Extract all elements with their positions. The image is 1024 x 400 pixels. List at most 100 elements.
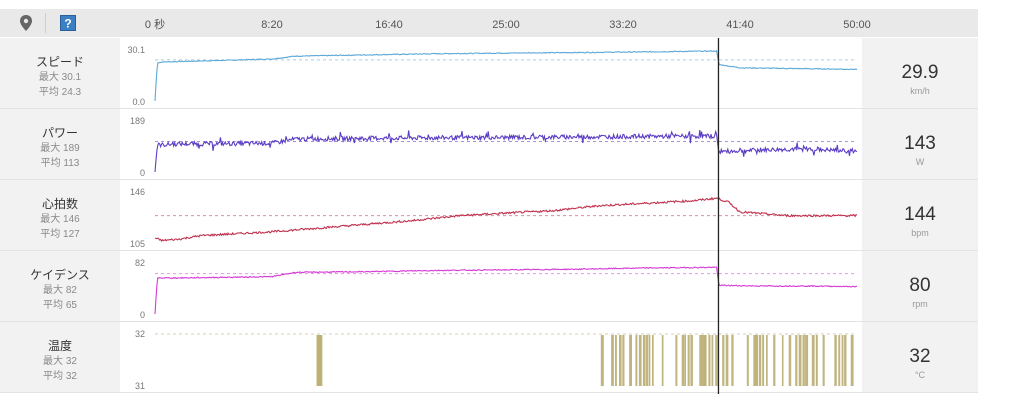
metric-name: スピード [35, 55, 84, 69]
temperature-spike-bar [725, 335, 729, 386]
panel-cadence: ケイデンス 最大 82 平均 65 80 rpm [0, 251, 978, 322]
temperature-spike-bar [318, 335, 321, 386]
temperature-spike-bar [811, 335, 815, 386]
help-icon: ? [60, 15, 76, 31]
series-line [154, 266, 858, 315]
time-tick-label: 0 秒 [145, 17, 165, 31]
temperature-spike-bar [834, 335, 837, 386]
time-tick-label: 25:00 [492, 19, 520, 31]
temperature-spike-bar [622, 335, 625, 386]
temperature-spike-bar [684, 335, 686, 386]
temperature-spike-bar [838, 335, 841, 386]
metric-max: 最大 30.1 [38, 72, 82, 83]
value-unit: km/h [910, 86, 930, 96]
map-pin-button[interactable] [8, 9, 44, 37]
temperature-spike-bar [708, 335, 711, 386]
temperature-spike-bar [795, 335, 798, 386]
metric-max: 最大 146 [40, 214, 80, 225]
series-line [154, 196, 858, 243]
temperature-spike-bar [753, 335, 757, 386]
value-unit: W [915, 157, 925, 167]
series-line [154, 49, 858, 102]
chart-toolbar: ? [0, 9, 978, 37]
time-tick-label: 33:20 [609, 19, 637, 31]
current-value: 29.9 [901, 62, 939, 83]
value-unit: °C [914, 370, 926, 380]
value-unit: bpm [911, 228, 929, 238]
temperature-spike-bar [645, 335, 648, 386]
panel-speed: スピード 最大 30.1 平均 24.3 29.9 km/h [0, 38, 978, 109]
panel-cadence-label: ケイデンス 最大 82 平均 65 [0, 251, 120, 321]
temperature-spike-bar [762, 335, 765, 386]
panel-power-label: パワー 最大 189 平均 113 [0, 109, 120, 179]
temperature-spike-bar [701, 335, 705, 386]
temperature-spike-bar [798, 335, 802, 386]
y-axis-bottom-label: 0 [140, 310, 145, 320]
temperature-spike-bar [629, 335, 632, 386]
y-axis-bottom-label: 0.0 [132, 97, 145, 107]
temperature-spike-bar [841, 335, 844, 386]
panel-temperature: 温度 最大 32 平均 32 32 °C [0, 322, 978, 393]
y-axis-top-label: 30.1 [127, 45, 145, 55]
y-axis-bottom-label: 31 [135, 381, 145, 391]
temperature-spike-bar [822, 335, 825, 386]
temperature-spike-bar [759, 335, 762, 386]
panel-speed-value: 29.9 km/h [862, 38, 978, 108]
temperature-spike-bar [844, 335, 847, 386]
metric-avg: 平均 65 [43, 300, 77, 311]
temperature-spike-bar [600, 335, 604, 386]
temperature-spike-bar [802, 335, 805, 386]
temperature-spike-bar [675, 335, 678, 386]
help-button[interactable]: ? [50, 9, 86, 37]
metric-name: パワー [41, 126, 78, 140]
temperature-spike-bar [711, 335, 714, 386]
metric-name: 温度 [47, 339, 72, 353]
current-value: 32 [909, 346, 931, 367]
temperature-spike-bar [652, 335, 654, 386]
temperature-spike-bar [755, 335, 759, 386]
temperature-spike-bar [687, 335, 690, 386]
y-axis-top-label: 32 [135, 329, 145, 339]
series-line [154, 129, 858, 173]
temperature-spike-bar [850, 335, 854, 386]
temperature-spike-bar [611, 335, 614, 386]
current-value: 144 [904, 204, 936, 225]
temperature-spike-bar [316, 335, 320, 386]
y-axis-top-label: 82 [135, 258, 145, 268]
metric-max: 最大 32 [43, 356, 77, 367]
temperature-spike-bar [648, 335, 651, 386]
temperature-spike-bar [681, 335, 685, 386]
panel-power: パワー 最大 189 平均 113 143 W [0, 109, 978, 180]
temperature-spike-bar [704, 335, 707, 386]
temperature-spike-bar [690, 335, 693, 386]
metric-avg: 平均 127 [40, 229, 80, 240]
y-axis-bottom-label: 0 [140, 168, 145, 178]
temperature-spike-bar [766, 335, 768, 386]
time-tick-label: 8:20 [261, 19, 282, 31]
temperature-spike-bar [635, 335, 638, 386]
temperature-spike-bar [619, 335, 622, 386]
temperature-spike-bar [722, 335, 725, 386]
metric-name: ケイデンス [30, 268, 90, 282]
temperature-spike-bar [638, 335, 642, 386]
temperature-spike-bar [699, 335, 702, 386]
panel-temperature-value: 32 °C [862, 322, 978, 392]
panel-heart-rate: 心拍数 最大 146 平均 127 144 bpm [0, 180, 978, 251]
panel-heart-rate-value: 144 bpm [862, 180, 978, 250]
panel-power-value: 143 W [862, 109, 978, 179]
current-value: 80 [909, 275, 931, 296]
temperature-spike-bar [781, 335, 784, 386]
temperature-spike-bar [615, 335, 617, 386]
value-unit: rpm [912, 299, 928, 309]
metric-max: 最大 189 [40, 143, 80, 154]
metric-avg: 平均 32 [43, 371, 77, 382]
temperature-spike-bar [731, 335, 734, 386]
temperature-spike-bar [715, 335, 718, 386]
temperature-spike-bar [320, 335, 323, 386]
time-tick-label: 50:00 [843, 19, 871, 31]
current-value: 143 [904, 133, 936, 154]
temperature-spike-bar [746, 335, 749, 386]
panel-temperature-label: 温度 最大 32 平均 32 [0, 322, 120, 392]
